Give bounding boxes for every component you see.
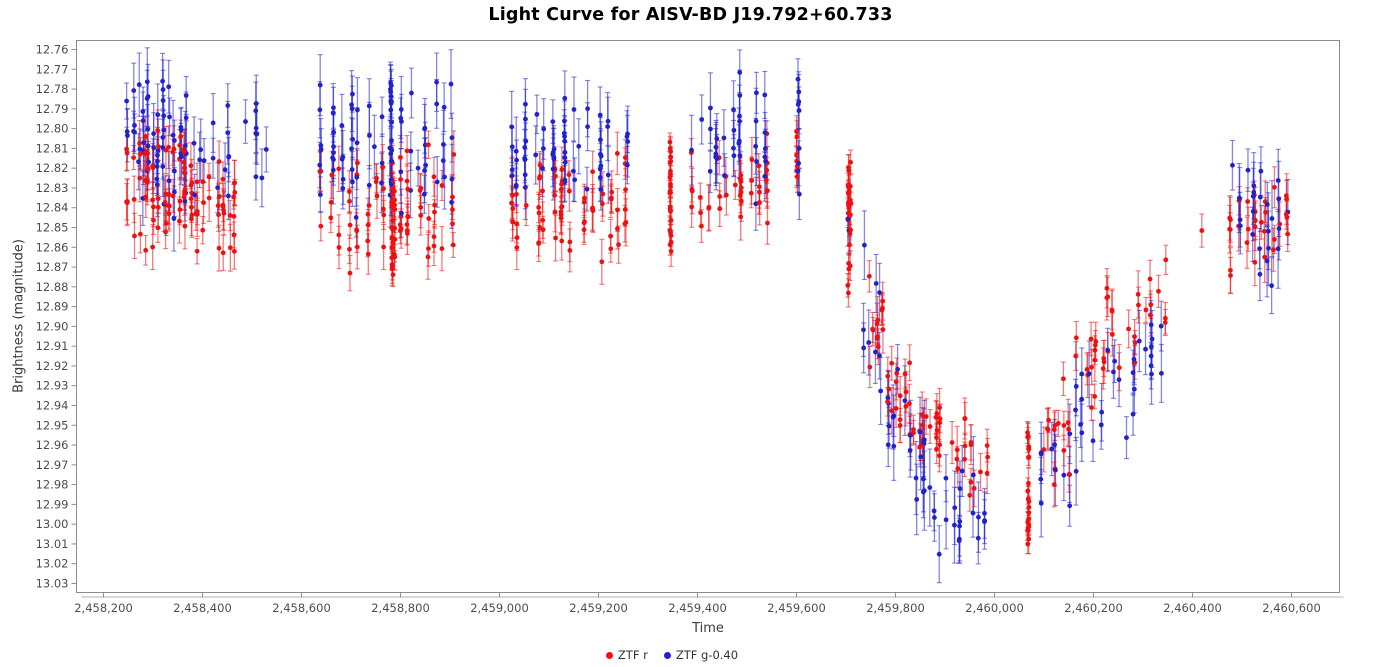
- svg-text:2,458,400: 2,458,400: [173, 601, 232, 615]
- legend-label-ztf-r: ZTF r: [617, 648, 648, 662]
- svg-text:12.84: 12.84: [36, 201, 69, 215]
- legend: ZTF r ZTF g-0.40: [0, 648, 1344, 662]
- y-axis-title: Brightness (magnitude): [11, 239, 27, 393]
- svg-text:12.98: 12.98: [36, 478, 69, 492]
- svg-text:12.89: 12.89: [36, 300, 69, 314]
- svg-text:12.77: 12.77: [36, 62, 69, 76]
- chart-title: Light Curve for AISV-BD J19.792+60.733: [488, 5, 893, 25]
- y-axis-ticks: 12.76 12.77 12.78 12.79 12.80 12.81 12.82 12.83…: [36, 43, 77, 591]
- plot-border: [76, 40, 1340, 593]
- svg-text:12.76: 12.76: [36, 43, 69, 57]
- svg-text:12.93: 12.93: [36, 379, 69, 393]
- svg-text:12.90: 12.90: [36, 319, 69, 333]
- svg-text:2,460,400: 2,460,400: [1163, 601, 1222, 615]
- x-axis-title: Time: [692, 621, 724, 636]
- svg-text:12.80: 12.80: [36, 122, 69, 136]
- svg-text:12.81: 12.81: [36, 141, 69, 155]
- svg-text:2,459,200: 2,459,200: [569, 601, 628, 615]
- svg-text:12.97: 12.97: [36, 458, 69, 472]
- error-bars: [124, 47, 1291, 584]
- svg-text:13.03: 13.03: [36, 577, 69, 591]
- svg-text:12.85: 12.85: [36, 221, 69, 235]
- series-ztf-r-and-g-points: [124, 70, 1291, 557]
- ztf-g-marker-icon: [663, 651, 671, 659]
- svg-text:12.94: 12.94: [36, 399, 69, 413]
- svg-text:2,458,200: 2,458,200: [74, 601, 133, 615]
- svg-text:2,458,800: 2,458,800: [371, 601, 430, 615]
- svg-text:13.00: 13.00: [36, 517, 69, 531]
- svg-text:12.78: 12.78: [36, 82, 69, 96]
- svg-text:12.83: 12.83: [36, 181, 69, 195]
- svg-text:2,459,800: 2,459,800: [866, 601, 925, 615]
- legend-label-ztf-g: ZTF g-0.40: [675, 648, 739, 662]
- svg-text:12.79: 12.79: [36, 102, 69, 116]
- svg-text:2,459,600: 2,459,600: [767, 601, 826, 615]
- svg-text:12.99: 12.99: [36, 497, 69, 511]
- svg-text:2,458,600: 2,458,600: [272, 601, 331, 615]
- svg-text:12.86: 12.86: [36, 240, 69, 254]
- svg-text:12.88: 12.88: [36, 280, 69, 294]
- svg-text:2,459,400: 2,459,400: [668, 601, 727, 615]
- svg-text:2,460,600: 2,460,600: [1262, 601, 1321, 615]
- svg-text:2,460,000: 2,460,000: [965, 601, 1024, 615]
- svg-text:12.96: 12.96: [36, 438, 69, 452]
- svg-text:13.01: 13.01: [36, 537, 69, 551]
- svg-text:13.02: 13.02: [36, 557, 69, 571]
- svg-text:12.91: 12.91: [36, 339, 69, 353]
- svg-text:12.82: 12.82: [36, 161, 69, 175]
- svg-text:2,459,000: 2,459,000: [470, 601, 529, 615]
- svg-text:12.87: 12.87: [36, 260, 69, 274]
- legend-item-ztf-r: ZTF r: [605, 648, 648, 662]
- x-axis-ticks: 2,458,200 2,458,400 2,458,600 2,458,800 2,45…: [74, 592, 1321, 615]
- legend-item-ztf-g: ZTF g-0.40: [663, 648, 739, 662]
- ztf-r-marker-icon: [605, 651, 613, 659]
- svg-text:2,460,200: 2,460,200: [1064, 601, 1123, 615]
- svg-text:12.92: 12.92: [36, 359, 69, 373]
- svg-text:12.95: 12.95: [36, 418, 69, 432]
